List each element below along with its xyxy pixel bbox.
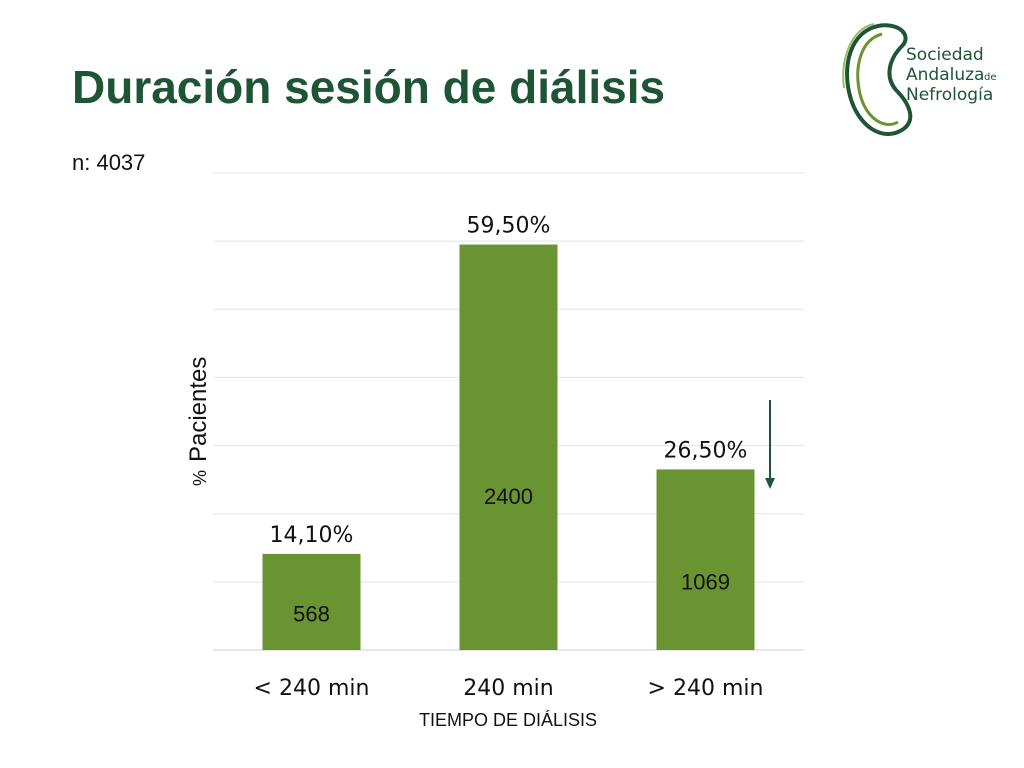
bar [459,244,558,651]
bar-count-label: 2400 [484,484,533,509]
bar [262,553,361,650]
y-axis-label: Pacientes [185,357,212,462]
logo: Sociedad Andaluza de Nefrología [842,23,997,136]
bar-percent-label: 14,10% [270,523,354,548]
data-labels: 14,10% 568 < 240 min 59,50% 2400 240 min 26,50… [254,214,764,701]
logo-line-1: Sociedad [906,45,984,65]
sample-size-label: n: 4037 [72,150,146,175]
bar-percent-label: 26,50% [664,438,748,463]
x-tick-label: 240 min [463,676,553,701]
logo-line-2-small: de [984,72,997,83]
down-arrow-annotation [765,400,775,489]
bar-count-label: 1069 [681,569,730,594]
logo-line-3: Nefrología [906,85,993,105]
y-axis-label-prefix: % [190,470,210,486]
x-axis-label: TIEMPO DE DIÁLISIS [419,710,597,730]
logo-line-2: Andaluza [906,65,984,85]
bars [262,244,755,651]
kidney-logo-icon [842,23,913,136]
bar-percent-label: 59,50% [467,214,551,239]
x-tick-label: < 240 min [254,676,370,701]
bar-count-label: 568 [293,601,330,626]
slide-title: Duración sesión de diálisis [72,61,666,113]
bar [656,469,755,650]
x-tick-label: > 240 min [648,676,764,701]
